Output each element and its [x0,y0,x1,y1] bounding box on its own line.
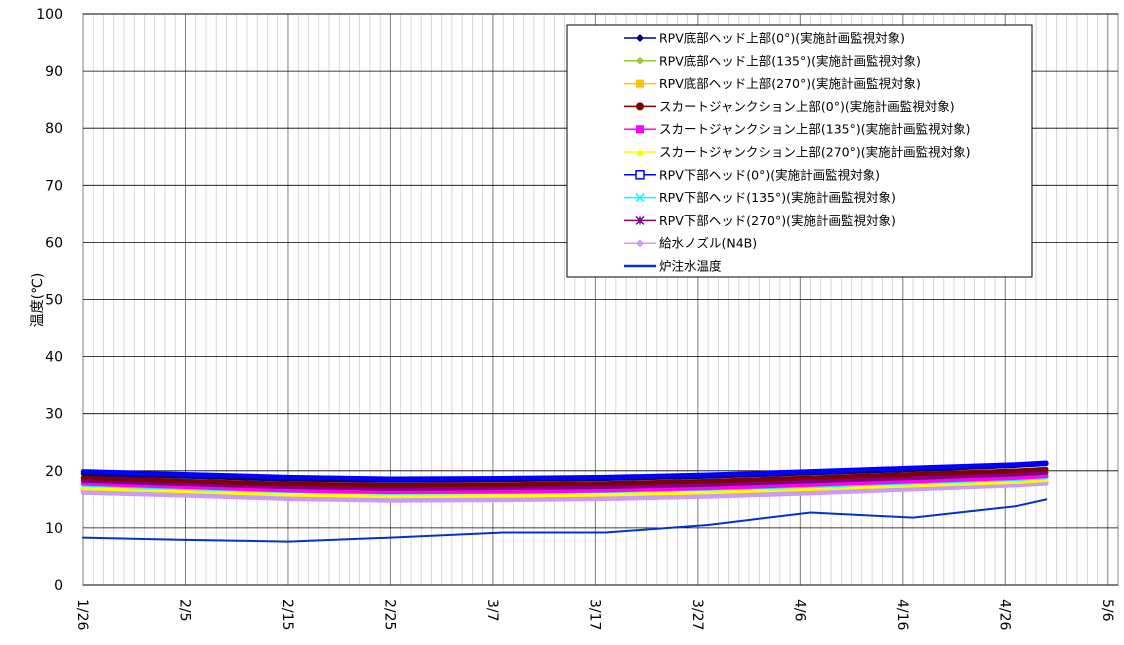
legend: RPV底部ヘッド上部(0°)(実施計画監視対象) RPV底部ヘッド上部(135°)… [566,24,1033,278]
legend-label: RPV底部ヘッド上部(135°)(実施計画監視対象) [659,53,921,68]
legend-item: RPV下部ヘッド(0°)(実施計画監視対象) [624,167,880,182]
series-marker [635,215,645,225]
legend-item: RPV下部ヘッド(135°)(実施計画監視対象) [624,190,896,205]
legend-item: スカートジャンクション上部(135°)(実施計画監視対象) [624,122,971,137]
legend-item: 給水ノズル(N4B) [624,236,757,251]
legend-item: スカートジャンクション上部(270°)(実施計画監視対象) [624,145,971,160]
series-marker [636,56,644,65]
series-marker [636,34,644,42]
x-tick-label: 2/15 [279,599,295,630]
legend-item: RPV底部ヘッド上部(0°)(実施計画監視対象) [624,31,905,46]
x-tick-label: 4/6 [791,599,807,622]
y-tick-label: 10 [45,521,63,537]
series-line [82,498,1048,543]
series-line [80,477,1049,499]
y-tick-label: 80 [45,121,63,137]
series-marker [635,193,645,203]
series-line [80,473,1049,495]
legend-label: スカートジャンクション上部(135°)(実施計画監視対象) [659,122,971,137]
legend-item: 炉注水温度 [624,259,722,274]
legend-label: 炉注水温度 [659,259,722,274]
legend-item: RPV底部ヘッド上部(135°)(実施計画監視対象) [624,53,921,68]
y-tick-label: 100 [36,7,63,23]
x-tick-label: 2/25 [381,599,397,630]
x-tick-label: 3/27 [689,599,705,630]
x-tick-label: 4/26 [996,599,1012,631]
x-tick-label: 3/17 [586,599,602,630]
x-tick-label: 5/6 [1099,599,1115,622]
series-marker [636,148,644,156]
y-tick-label: 60 [45,235,63,251]
legend-item: RPV底部ヘッド上部(270°)(実施計画監視対象) [624,76,921,91]
legend-box [566,24,1033,278]
y-tick-label: 30 [45,407,63,423]
series-marker [636,125,644,134]
series-line [80,470,1049,491]
series-marker [636,102,644,111]
series-line [80,466,1049,488]
series-marker [635,170,645,180]
series-marker [636,239,644,248]
y-tick-label: 0 [54,578,63,594]
legend-items: RPV底部ヘッド上部(0°)(実施計画監視対象) RPV底部ヘッド上部(135°)… [624,31,971,274]
legend-label: RPV底部ヘッド上部(0°)(実施計画監視対象) [659,31,905,46]
legend-item: スカートジャンクション上部(0°)(実施計画監視対象) [624,99,955,114]
y-tick-label: 50 [45,293,63,309]
x-tick-label: 4/16 [894,599,910,631]
x-tick-label: 2/5 [176,599,192,622]
series-line [80,460,1049,482]
legend-label: 給水ノズル(N4B) [659,236,757,251]
y-tick-label: 90 [45,64,63,80]
legend-label: スカートジャンクション上部(0°)(実施計画監視対象) [659,99,955,114]
series-marker [636,79,644,88]
legend-item: RPV下部ヘッド(270°)(実施計画監視対象) [624,213,896,228]
y-tick-label: 70 [45,178,63,194]
axes: 1/26 2/5 2/15 2/25 3/7 3/17 3/27 4/6 4/16 4/26 5/6… [36,7,1114,631]
legend-label: RPV下部ヘッド(270°)(実施計画監視対象) [659,213,896,228]
y-tick-label: 40 [45,350,63,366]
legend-label: RPV下部ヘッド(135°)(実施計画監視対象) [659,190,896,205]
x-tick-label: 1/26 [74,599,90,631]
series-lines [80,460,1049,543]
y-axis-label: 温度(℃) [30,273,46,328]
legend-label: RPV底部ヘッド上部(270°)(実施計画監視対象) [659,76,921,91]
legend-label: RPV下部ヘッド(0°)(実施計画監視対象) [659,167,880,182]
series-line [80,481,1049,503]
y-tick-label: 20 [45,464,63,480]
x-tick-label: 3/7 [484,599,500,622]
legend-label: スカートジャンクション上部(270°)(実施計画監視対象) [659,145,971,160]
